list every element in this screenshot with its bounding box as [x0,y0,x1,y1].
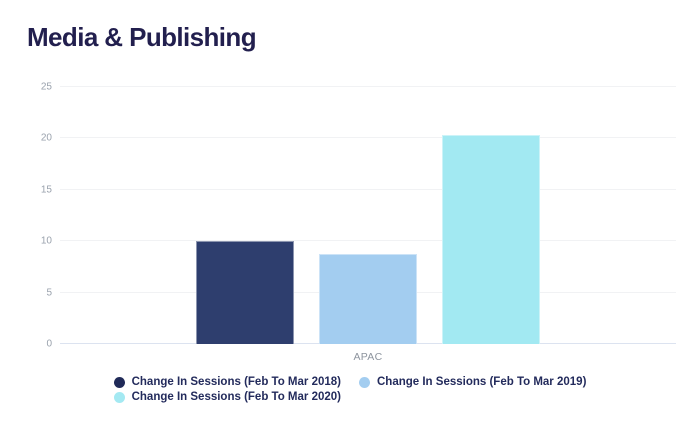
legend-label: Change In Sessions (Feb To Mar 2019) [377,376,587,388]
y-tick-label: 25 [40,81,52,93]
y-tick-label: 10 [40,235,52,247]
gridline [60,137,676,139]
legend-item-change-in-sessions-feb-to-mar-2020[interactable]: Change In Sessions (Feb To Mar 2020) [113,391,341,403]
plot-area [60,86,676,344]
legend-marker-icon [359,376,370,388]
legend-item-change-in-sessions-feb-to-mar-2018[interactable]: Change In Sessions (Feb To Mar 2018) [113,376,341,388]
legend: Change In Sessions (Feb To Mar 2018) Chan… [113,376,586,403]
y-axis: 0 5 10 15 20 25 [0,82,52,350]
gridline [60,86,676,87]
gridline [60,188,676,190]
legend-row: Change In Sessions (Feb To Mar 2018) Chan… [113,376,586,388]
legend-row: Change In Sessions (Feb To Mar 2020) [113,391,341,403]
legend-marker-icon [113,376,125,388]
bar-change-in-sessions-feb-to-mar-2019[interactable] [319,253,417,344]
y-tick-label: 15 [40,184,52,196]
y-tick-label: 0 [46,338,52,350]
legend-label: Change In Sessions (Feb To Mar 2020) [131,391,341,403]
y-tick-label: 20 [40,132,52,144]
y-tick-label: 5 [46,287,52,299]
legend-marker-icon [113,391,125,403]
chart-title: Media & Publishing [27,22,257,52]
gridline [60,240,676,242]
bar-group-apac [60,87,676,344]
bar-change-in-sessions-feb-to-mar-2018[interactable] [196,241,294,344]
legend-label: Change In Sessions (Feb To Mar 2018) [131,376,341,388]
bar-change-in-sessions-feb-to-mar-2020[interactable] [442,135,540,344]
legend-item-change-in-sessions-feb-to-mar-2019[interactable]: Change In Sessions (Feb To Mar 2019) [359,376,586,388]
x-axis-category-label: APAC [353,351,383,363]
